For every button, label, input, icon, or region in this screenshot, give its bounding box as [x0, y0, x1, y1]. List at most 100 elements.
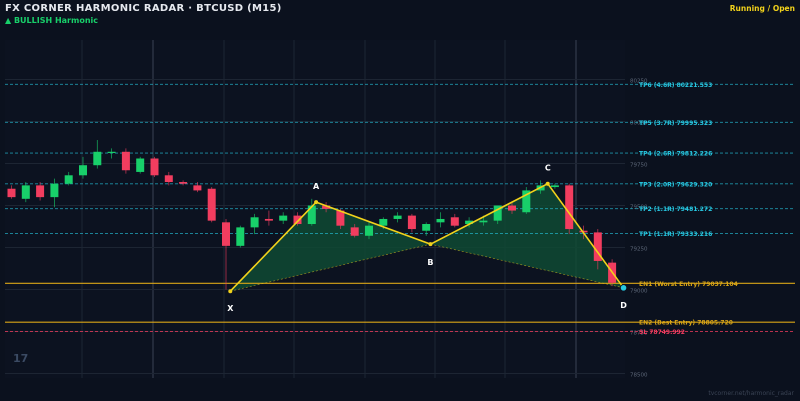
candle-body	[121, 151, 130, 171]
pivot-marker-d	[619, 284, 628, 292]
level-label-sl: SL 78749.992	[639, 329, 685, 336]
candle-body	[565, 185, 574, 230]
candle-body	[222, 222, 230, 246]
candle	[593, 229, 602, 270]
level-label-tp1: TP1 (1.1R) 79333.216	[639, 231, 712, 238]
y-tick-label: 80250	[630, 79, 648, 85]
candle-body	[365, 225, 373, 236]
candle-body	[322, 205, 331, 209]
candle-body	[93, 151, 102, 166]
tradingview-logo: 17	[13, 352, 29, 365]
pivot-marker-x	[228, 289, 233, 294]
candle-body	[493, 205, 502, 221]
candle	[107, 148, 116, 159]
candle-body	[436, 218, 445, 223]
candle	[7, 185, 16, 199]
candle-body	[7, 188, 16, 198]
candle	[522, 187, 531, 214]
candle	[193, 182, 202, 193]
candle	[350, 224, 359, 238]
level-label-tp5: TP5 (3.7R) 79995.323	[639, 120, 712, 127]
candle	[21, 182, 30, 203]
candle-body	[350, 227, 359, 236]
candle	[550, 183, 559, 189]
candle-body	[550, 185, 559, 188]
candle-body	[193, 185, 202, 191]
candle-body	[479, 220, 488, 223]
candle	[279, 212, 288, 225]
candle-body	[207, 188, 216, 221]
pivot-label-b: B	[427, 258, 433, 267]
candle-body	[64, 175, 73, 184]
pivot-label-a: A	[313, 182, 320, 191]
candle	[407, 213, 416, 233]
candle	[93, 140, 102, 169]
level-label-tp3: TP3 (2.0R) 79629.320	[639, 181, 712, 188]
candle-body	[50, 183, 59, 198]
pivot-label-d: D	[620, 301, 627, 310]
candle	[307, 198, 316, 226]
candle-body	[21, 185, 30, 199]
candle-body	[164, 175, 173, 183]
candle-body	[593, 232, 602, 261]
candle	[136, 156, 145, 174]
candle-body	[508, 205, 516, 211]
chart-title: FX CORNER HARMONIC RADAR · BTCUSD (M15)	[5, 3, 282, 14]
candle-body	[250, 217, 259, 228]
candle	[36, 182, 45, 201]
candle	[465, 217, 474, 228]
level-label-en1: EN1 (Worst Entry) 79037.104	[639, 281, 738, 288]
candle	[50, 178, 59, 208]
candle	[150, 156, 159, 177]
y-tick-label: 80000	[630, 121, 648, 127]
level-label-en2: EN2 (Best Entry) 78805.720	[639, 320, 733, 327]
candle	[179, 180, 188, 186]
candle-body	[279, 215, 288, 221]
candle	[293, 212, 302, 226]
candle	[450, 213, 459, 228]
level-label-tp2: TP2 (1.1R) 79481.272	[639, 206, 712, 213]
candle	[436, 212, 445, 228]
candle-body	[150, 158, 159, 176]
pivot-label-x: X	[227, 304, 234, 313]
pattern-direction-label: ▲ BULLISH Harmonic	[5, 16, 98, 25]
candle	[393, 212, 402, 223]
candle	[64, 171, 73, 186]
candle-body	[422, 224, 431, 231]
candle-body	[236, 227, 245, 246]
candle-body	[307, 205, 316, 225]
y-tick-label: 78750	[630, 331, 648, 337]
candle	[236, 225, 245, 248]
candle	[508, 202, 516, 214]
candle	[565, 183, 574, 235]
candle-body	[379, 218, 388, 226]
y-tick-label: 79500	[630, 205, 648, 211]
candle-body	[136, 158, 145, 172]
candle-body	[293, 215, 302, 225]
candle	[322, 202, 331, 213]
y-tick-label: 79250	[630, 247, 648, 253]
candle-body	[36, 185, 45, 198]
candle-body	[407, 215, 416, 230]
candle-body	[79, 165, 87, 176]
pattern-fill-xab	[230, 202, 431, 292]
candle	[264, 210, 273, 226]
candle	[250, 213, 259, 235]
candle	[422, 222, 431, 236]
candle-body	[393, 215, 402, 219]
y-tick-label: 79750	[630, 163, 648, 169]
candle	[365, 222, 373, 240]
candle	[207, 187, 216, 223]
pivot-marker-b	[428, 242, 433, 247]
candle-body	[450, 217, 459, 226]
watermark-text: tvcorner.net/harmonic_radar	[708, 390, 794, 397]
level-label-tp4: TP4 (2.6R) 79812.226	[639, 151, 712, 158]
candle	[164, 171, 173, 186]
status-indicator: Running / Open	[729, 4, 795, 13]
level-label-tp6: TP6 (4.6R) 80221.553	[639, 82, 712, 89]
candle-body	[522, 190, 531, 213]
pattern-bd-line	[430, 243, 624, 289]
candle-body	[264, 218, 273, 221]
